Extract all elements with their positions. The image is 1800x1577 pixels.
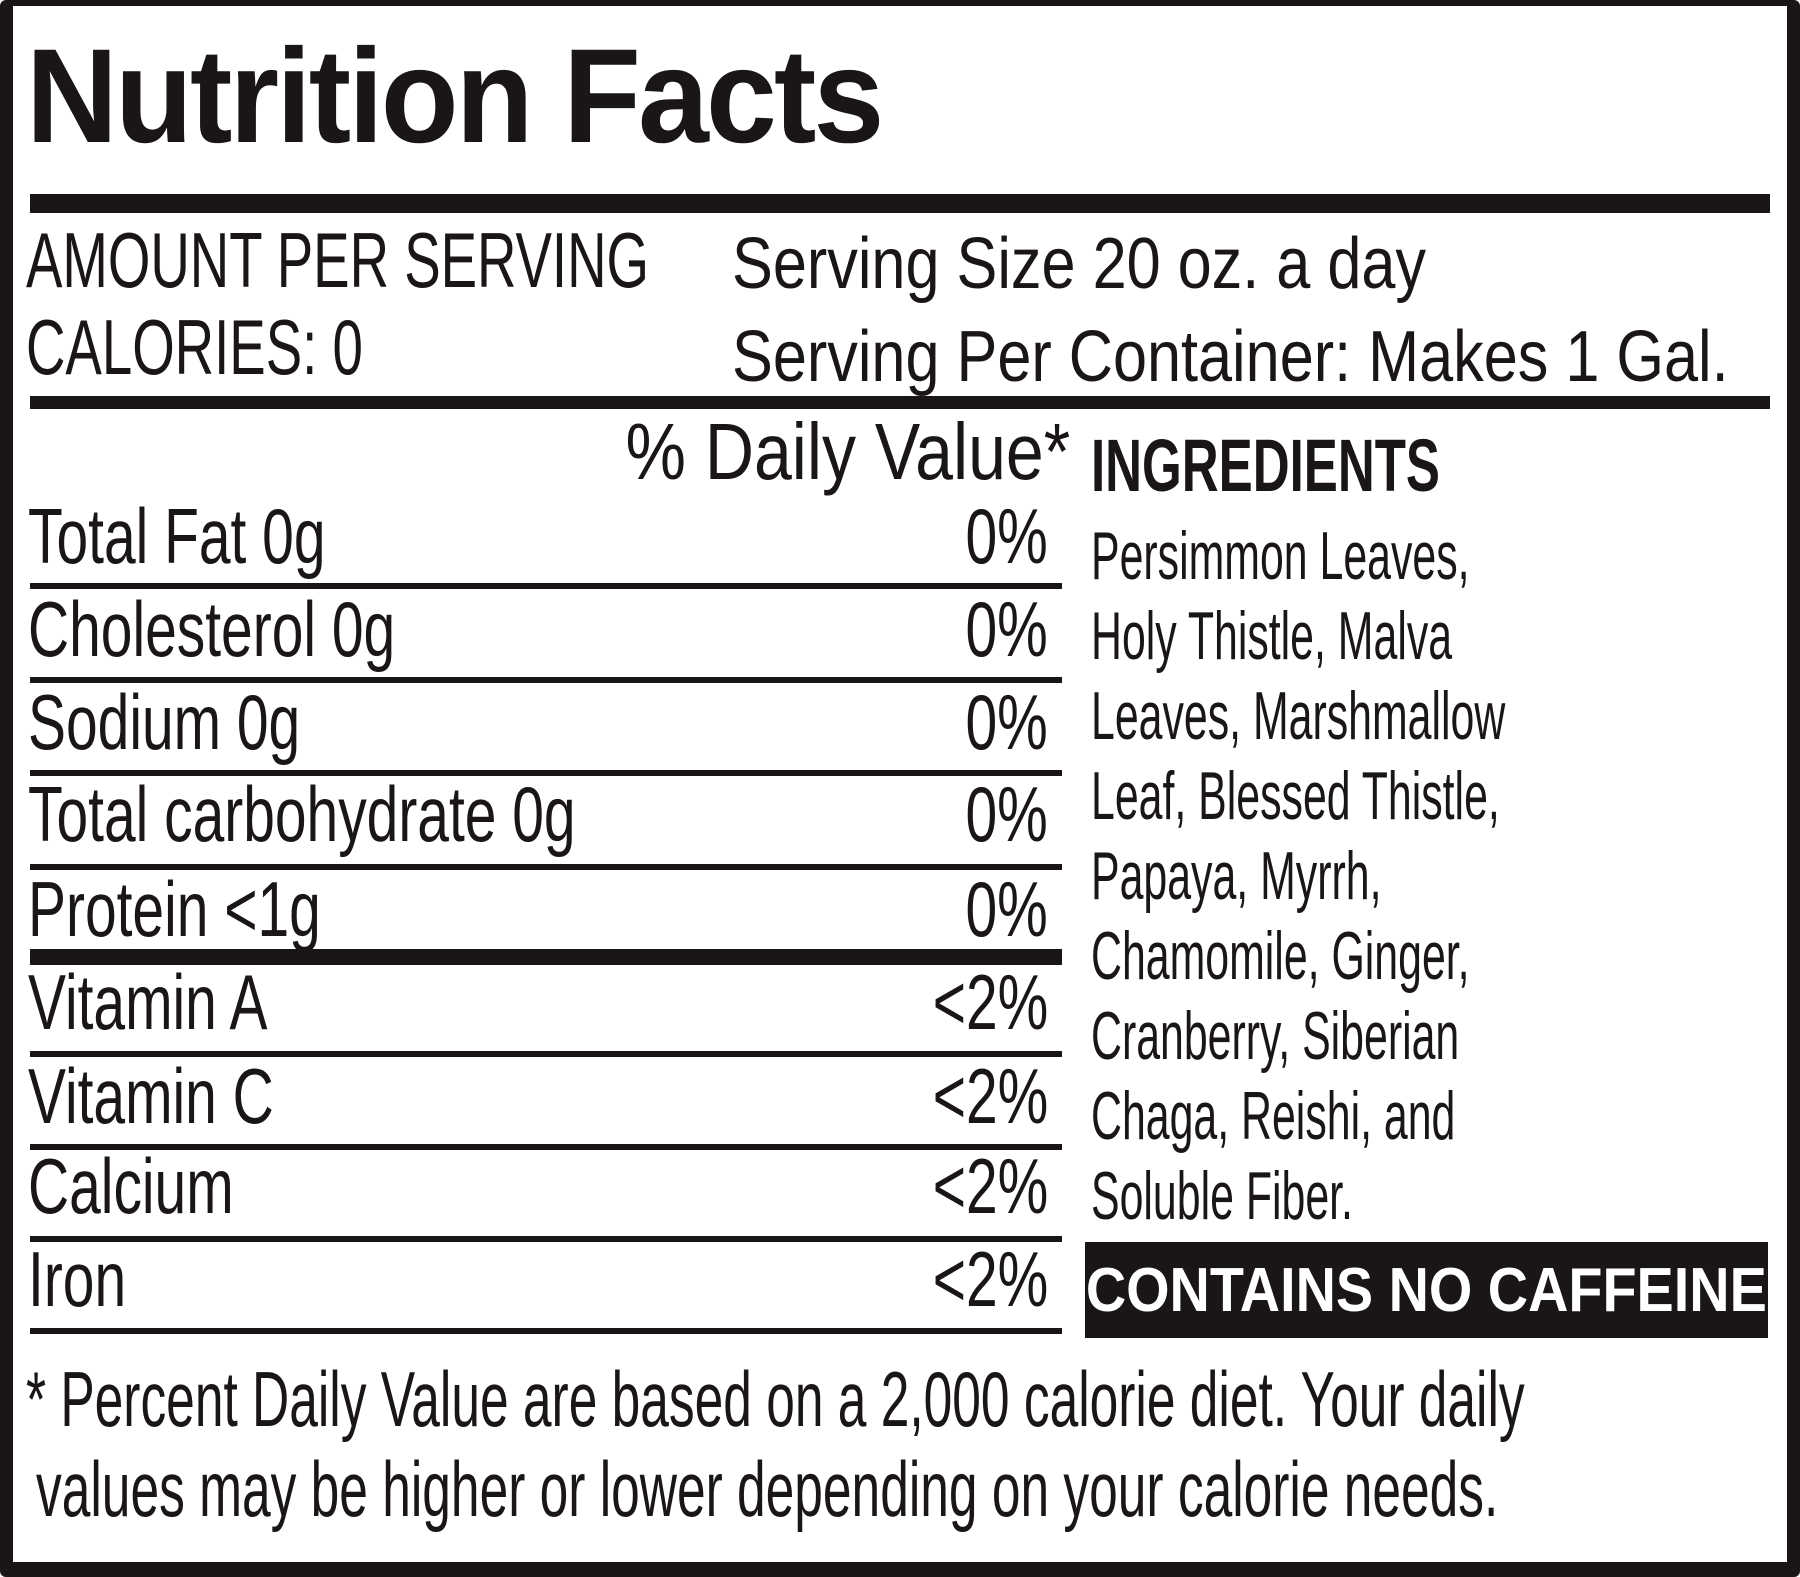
- ingredients-title: INGREDIENTS: [1091, 424, 1440, 507]
- no-caffeine-badge: CONTAINS NO CAFFEINE: [1085, 1242, 1768, 1338]
- row-divider: [30, 1051, 1062, 1057]
- nutrient-value-protein: 0%: [965, 865, 1048, 953]
- nutrient-name-sodium: Sodium 0g: [28, 678, 301, 766]
- ingredients-line: Holy Thistle, Malva: [1091, 598, 1453, 674]
- row-divider: [30, 1328, 1062, 1334]
- calories-label: CALORIES: 0: [26, 303, 363, 391]
- ingredients-line: Leaf, Blessed Thistle,: [1091, 758, 1500, 834]
- title-divider: [30, 194, 1770, 213]
- no-caffeine-badge-text: CONTAINS NO CAFFEINE: [1086, 1255, 1767, 1325]
- footnote-line2: values may be higher or lower depending …: [36, 1445, 1499, 1533]
- ingredients-line: Leaves, Marshmallow: [1091, 678, 1506, 754]
- ingredients-line: Chamomile, Ginger,: [1091, 918, 1470, 994]
- nutrient-name-total-fat: Total Fat 0g: [28, 492, 326, 580]
- nutrient-name-cholesterol: Cholesterol 0g: [28, 585, 396, 673]
- ingredients-line: Chaga, Reishi, and: [1091, 1078, 1456, 1154]
- row-divider: [30, 1144, 1062, 1150]
- nutrient-value-cholesterol: 0%: [965, 585, 1048, 673]
- serving-per-container: Serving Per Container: Makes 1 Gal.: [732, 317, 1729, 397]
- row-divider: [30, 583, 1062, 589]
- row-divider: [30, 770, 1062, 776]
- nutrient-value-vitamin-c: <2%: [932, 1052, 1048, 1140]
- nutrient-value-iron: <2%: [932, 1235, 1048, 1323]
- amount-per-serving-label: AMOUNT PER SERVING: [26, 216, 649, 304]
- serving-size: Serving Size 20 oz. a day: [732, 224, 1426, 304]
- ingredients-line: Persimmon Leaves,: [1091, 518, 1470, 594]
- nutrient-value-total-fat: 0%: [965, 492, 1048, 580]
- row-divider: [30, 1236, 1062, 1242]
- nutrient-name-vitamin-c: Vitamin C: [28, 1052, 274, 1140]
- ingredients-list: Persimmon Leaves, Holy Thistle, Malva Le…: [1091, 517, 1749, 1237]
- nutrient-name-calcium: Calcium: [28, 1142, 234, 1230]
- daily-value-header: % Daily Value*: [625, 407, 1070, 496]
- row-divider: [30, 677, 1062, 683]
- nutrient-value-calcium: <2%: [932, 1142, 1048, 1230]
- footnote-line1: * Percent Daily Value are based on a 2,0…: [26, 1355, 1525, 1443]
- section-divider-thick: [30, 949, 1062, 965]
- nutrient-value-vitamin-a: <2%: [932, 958, 1048, 1046]
- row-divider: [30, 864, 1062, 870]
- page-title-text: Nutrition Facts: [26, 22, 884, 171]
- ingredients-line: Cranberry, Siberian: [1091, 998, 1460, 1074]
- nutrient-name-total-carbohydrate: Total carbohydrate 0g: [28, 770, 576, 858]
- nutrient-name-protein: Protein <1g: [28, 865, 321, 953]
- nutrient-name-iron: Iron: [28, 1235, 127, 1323]
- ingredients-line: Soluble Fiber.: [1091, 1158, 1353, 1234]
- nutrient-value-sodium: 0%: [965, 678, 1048, 766]
- page-title: Nutrition Facts: [26, 20, 926, 174]
- ingredients-line: Papaya, Myrrh,: [1091, 838, 1382, 914]
- header-divider: [30, 396, 1770, 409]
- nutrient-value-total-carbohydrate: 0%: [965, 770, 1048, 858]
- nutrient-name-vitamin-a: Vitamin A: [28, 958, 268, 1046]
